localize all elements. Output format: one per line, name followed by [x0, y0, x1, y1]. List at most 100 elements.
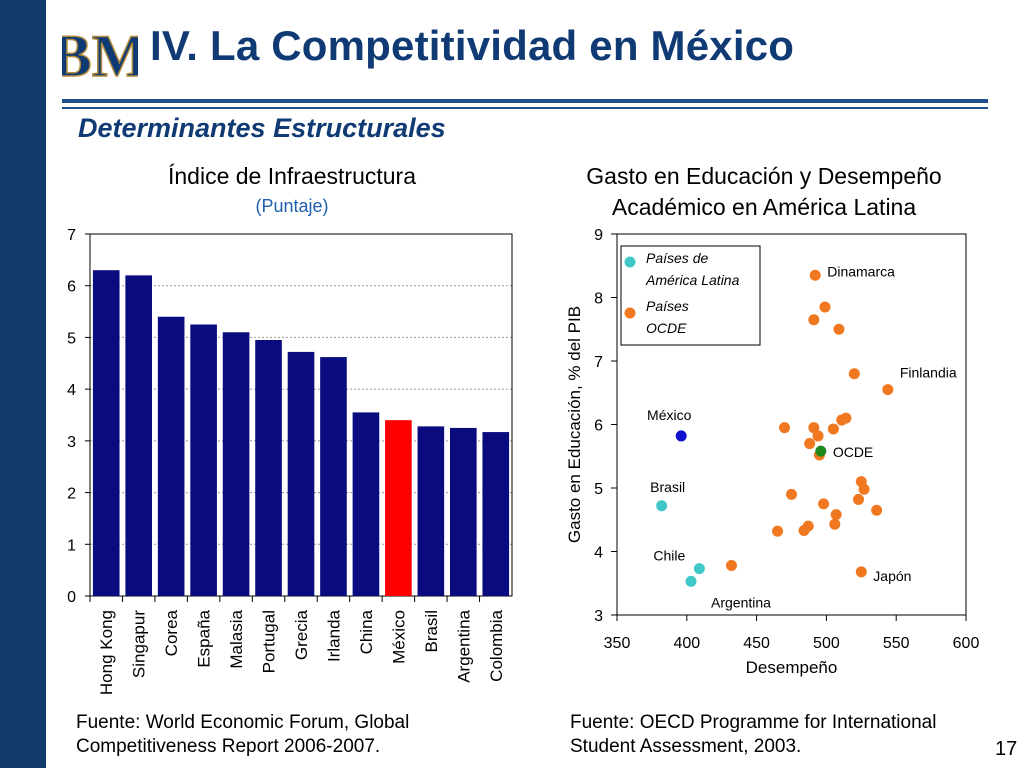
bar-brasil [417, 426, 445, 596]
bar-y-tick-label: 0 [67, 589, 76, 606]
scatter-point-ocde [848, 368, 860, 380]
source-right-line-1: Fuente: OECD Programme for International [570, 712, 937, 733]
bar-category-label-hong-kong: Hong Kong [97, 610, 116, 695]
scatter-x-tick-label: 350 [604, 635, 631, 652]
bar-argentina [449, 427, 477, 596]
bar-y-tick-label: 6 [67, 279, 76, 296]
bar-category-label-colombia: Colombia [487, 609, 506, 681]
scatter-point-ocde [882, 384, 894, 396]
scatter-point-label-japon: Japón [873, 568, 911, 584]
bar-chart-subtitle: (Puntaje) [255, 196, 328, 216]
bar-y-tick-label: 2 [67, 486, 76, 503]
scatter-point-mexico [675, 430, 687, 442]
scatter-point-label-mexico: México [647, 407, 692, 423]
monogram-logo: BM [62, 22, 138, 88]
scatter-point-label-dinamarca: Dinamarca [827, 263, 895, 279]
scatter-y-tick-label: 5 [594, 481, 603, 498]
slide-title: IV. La Competitividad en México [150, 22, 795, 69]
bar-category-label-malasia: Malasia [227, 609, 246, 668]
scatter-x-tick-label: 450 [743, 635, 770, 652]
scatter-point-ocde [804, 438, 816, 450]
bar-category-label-espana: España [195, 609, 214, 667]
side-bar [0, 0, 46, 768]
page-number: 17 [995, 738, 1018, 760]
title-rule-top [62, 99, 988, 103]
scatter-point-ocde [818, 498, 830, 510]
scatter-x-tick-label: 600 [953, 635, 980, 652]
scatter-point-ocde [858, 483, 870, 495]
scatter-legend-box [620, 245, 761, 346]
bar-category-label-corea: Corea [162, 609, 181, 656]
scatter-point-ocde [772, 525, 784, 537]
legend-label-latam: América Latina [645, 272, 740, 288]
logo-monogram: BM [62, 23, 138, 88]
scatter-point-ocde [809, 269, 821, 281]
scatter-point-ocde [779, 422, 791, 434]
scatter-point-latam [693, 563, 705, 575]
scatter-point-label-argentina: Argentina [711, 594, 771, 610]
bar-malasia [222, 332, 250, 596]
scatter-chart-title-line: Académico en América Latina [612, 194, 916, 220]
bar-y-tick-label: 3 [67, 434, 76, 451]
title-rule-bottom [62, 107, 988, 109]
scatter-point-label-brasil: Brasil [650, 479, 685, 495]
scatter-point-ocde [830, 509, 842, 521]
scatter-point-label-finlandia: Finlandia [900, 365, 957, 381]
bar-chart-title: Índice de Infraestructura [168, 163, 416, 189]
scatter-x-tick-label: 400 [673, 635, 700, 652]
bar-category-label-brasil: Brasil [422, 610, 441, 653]
bar-irlanda [320, 357, 347, 596]
bar-category-label-mexico: México [389, 610, 408, 664]
scatter-point-ocde [808, 422, 820, 434]
scatter-point-ocde [819, 301, 831, 313]
source-left-line-2: Competitiveness Report 2006-2007. [76, 736, 381, 757]
scatter-point-ocde [808, 314, 820, 326]
source-note-right: Fuente: OECD Programme for International… [570, 711, 936, 759]
bar-category-label-grecia: Grecia [292, 609, 311, 660]
bar-category-label-irlanda: Irlanda [324, 609, 343, 662]
bar-hong-kong [92, 270, 120, 596]
legend-marker-ocde [624, 307, 636, 319]
scatter-point-ocde [833, 323, 845, 335]
scatter-point-label-ocde: OCDE [833, 444, 873, 460]
bar-singapur [125, 275, 153, 596]
scatter-point-ocde [812, 430, 824, 442]
scatter-point-ocde [829, 518, 841, 530]
legend-label-latam: Países de [646, 250, 708, 266]
scatter-y-tick-label: 3 [594, 608, 603, 625]
scatter-x-tick-label: 550 [883, 635, 910, 652]
scatter-y-tick-label: 9 [594, 227, 603, 244]
bar-mexico [385, 420, 412, 596]
legend-label-ocde: Países [646, 298, 689, 314]
scatter-y-tick-label: 6 [594, 418, 603, 435]
scatter-point-ocde [855, 566, 867, 578]
bar-category-label-singapur: Singapur [130, 610, 149, 678]
scatter-x-axis-label: Desempeño [746, 658, 838, 677]
scatter-point-label-chile: Chile [653, 548, 685, 564]
scatter-point-ocde_avg [815, 445, 827, 457]
legend-label-ocde: OCDE [646, 320, 687, 336]
scatter-point-ocde [871, 504, 883, 516]
scatter-point-latam [685, 575, 697, 587]
scatter-point-latam [656, 500, 668, 512]
bar-espana [190, 324, 217, 596]
scatter-point-ocde [853, 493, 865, 505]
scatter-y-tick-label: 7 [594, 354, 603, 371]
bar-category-label-argentina: Argentina [454, 609, 473, 682]
source-left-line-1: Fuente: World Economic Forum, Global [76, 712, 410, 733]
bar-grecia [287, 351, 315, 596]
bar-y-tick-label: 4 [67, 382, 76, 399]
bar-colombia [482, 432, 510, 596]
bar-y-tick-label: 5 [67, 330, 76, 347]
scatter-point-ocde [827, 423, 839, 435]
scatter-point-ocde [836, 414, 848, 426]
legend-marker-latam [624, 256, 636, 268]
source-note-left: Fuente: World Economic Forum, Global Com… [76, 711, 409, 759]
scatter-point-ocde [725, 559, 737, 571]
scatter-point-ocde [798, 525, 810, 537]
bar-portugal [255, 340, 282, 596]
bar-corea [157, 316, 185, 596]
scatter-y-axis-label: Gasto en Educación, % del PIB [565, 306, 584, 543]
